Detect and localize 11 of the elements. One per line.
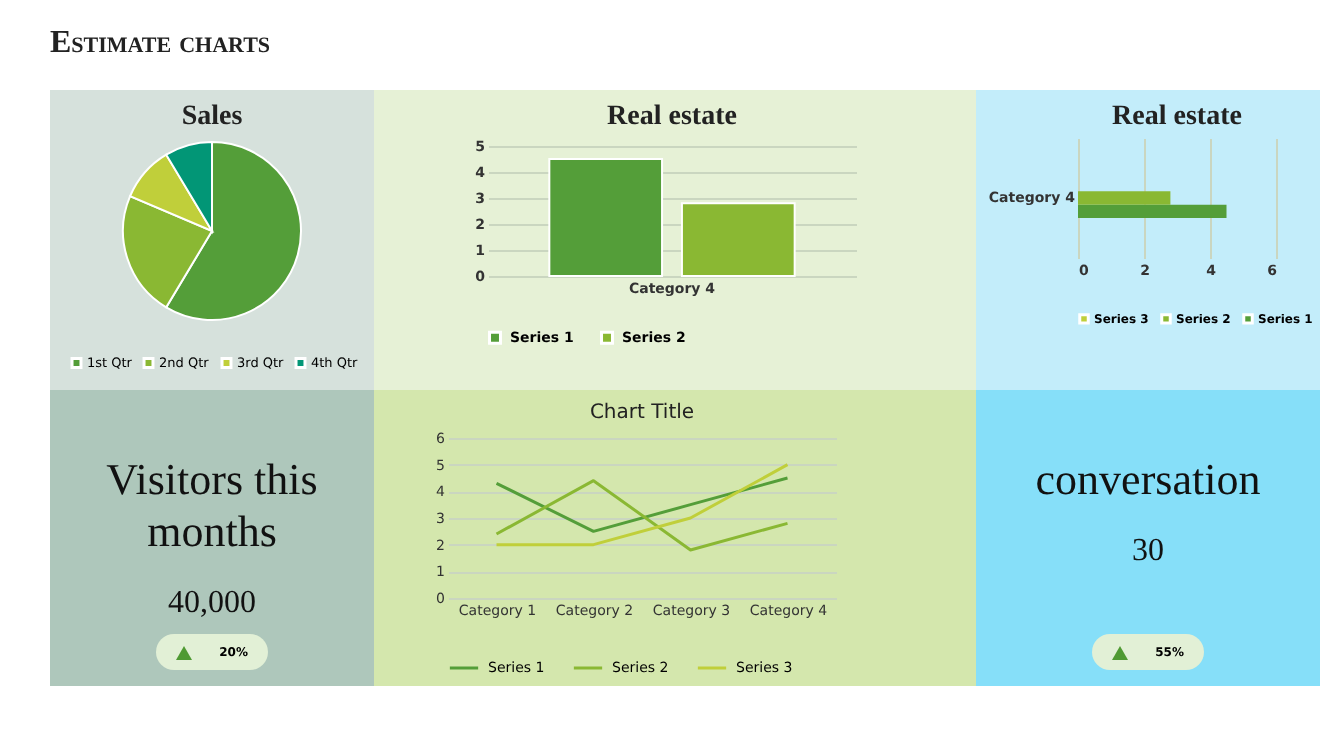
chart-title: Sales (181, 102, 244, 132)
text: 40,000 (168, 586, 256, 622)
text: Visitors this months (104, 454, 320, 558)
chart-title: Chart Title (589, 402, 695, 424)
text: 30 (1132, 534, 1164, 570)
line-series (495, 476, 789, 533)
line-series (495, 479, 789, 552)
chart-title: Real estate (1112, 102, 1242, 132)
text: conversation (1035, 454, 1261, 506)
chart-title: Real estate (607, 102, 737, 132)
text: Estimate charts (50, 24, 271, 64)
